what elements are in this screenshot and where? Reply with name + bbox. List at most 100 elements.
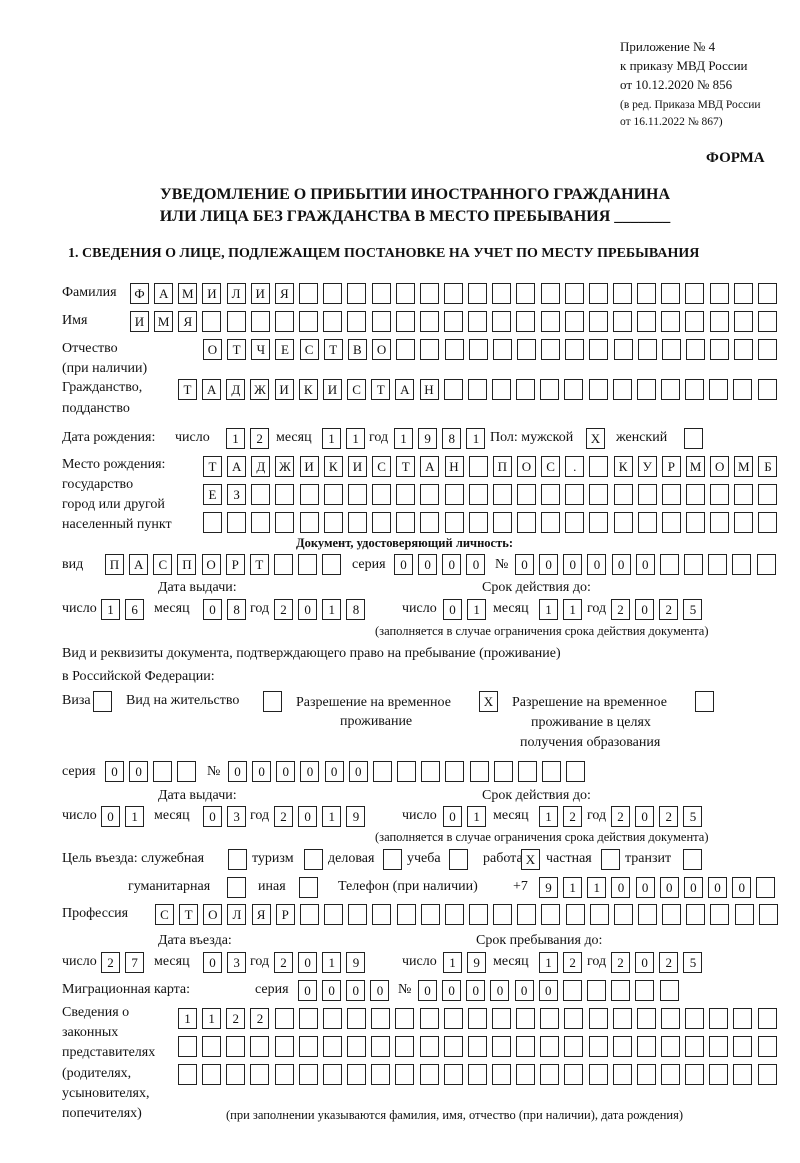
name-cell[interactable]: [202, 311, 222, 332]
reps-2-cell[interactable]: [371, 1036, 391, 1057]
name-cell[interactable]: [637, 311, 657, 332]
profession-cell[interactable]: Т: [179, 904, 199, 925]
purpose-tourism-checkbox[interactable]: [304, 849, 323, 870]
reps-3-cell[interactable]: [347, 1064, 367, 1085]
profession-cell[interactable]: [638, 904, 657, 925]
birthplace-3-cell[interactable]: [420, 512, 440, 533]
birthplace-3-cell[interactable]: [444, 512, 464, 533]
stay-year-cell[interactable]: 0: [635, 952, 655, 973]
citizenship-cell[interactable]: [491, 379, 511, 400]
profession-cell[interactable]: С: [155, 904, 174, 925]
patronymic-cell[interactable]: [420, 339, 440, 360]
patronymic-cell[interactable]: [758, 339, 778, 360]
purpose-business-checkbox[interactable]: [383, 849, 402, 870]
citizenship-cell[interactable]: И: [322, 379, 342, 400]
doc-issue-year-cell[interactable]: 0: [298, 599, 318, 620]
citizenship-cell[interactable]: [709, 379, 729, 400]
reps-3-cell[interactable]: [274, 1064, 294, 1085]
patronymic-cell[interactable]: [541, 339, 561, 360]
surname-cell[interactable]: И: [202, 283, 222, 304]
patronymic-cell[interactable]: [516, 339, 536, 360]
patronymic-cell[interactable]: [565, 339, 585, 360]
birthplace-2-cell[interactable]: [613, 484, 633, 505]
profession-cell[interactable]: [589, 904, 609, 925]
reps-3-cell[interactable]: [588, 1064, 608, 1085]
reps-2-cell[interactable]: [733, 1036, 753, 1057]
name-cell[interactable]: [443, 311, 463, 332]
profession-cell[interactable]: [710, 904, 730, 925]
name-cell[interactable]: [709, 311, 729, 332]
birthplace-3-cell[interactable]: [347, 512, 367, 533]
reps-2-cell[interactable]: [709, 1036, 729, 1057]
birthplace-2-cell[interactable]: [347, 484, 367, 505]
mig-series-cell[interactable]: 0: [298, 980, 317, 1001]
reps-2-cell[interactable]: [540, 1036, 560, 1057]
doc-issue-month-cell[interactable]: 8: [227, 599, 247, 620]
profession-cell[interactable]: [299, 904, 319, 925]
reps-3-cell[interactable]: [661, 1064, 680, 1085]
birthplace-3-cell[interactable]: [589, 512, 609, 533]
name-cell[interactable]: [226, 311, 246, 332]
entry-month-cell[interactable]: 0: [203, 952, 222, 973]
reps-2-cell[interactable]: [467, 1036, 487, 1057]
reps-1-cell[interactable]: [467, 1008, 487, 1029]
patronymic-cell[interactable]: [396, 339, 416, 360]
birthplace-2-cell[interactable]: [372, 484, 392, 505]
reps-3-cell[interactable]: [491, 1064, 511, 1085]
doc-issue-month-cell[interactable]: 0: [203, 599, 222, 620]
reps-1-cell[interactable]: [733, 1008, 753, 1029]
name-cell[interactable]: [661, 311, 681, 332]
birthplace-1-cell[interactable]: И: [299, 456, 319, 477]
doc-valid-year-cell[interactable]: 5: [683, 599, 703, 620]
doc-type-cell[interactable]: С: [153, 554, 173, 575]
profession-cell[interactable]: Я: [251, 904, 271, 925]
reps-1-cell[interactable]: [757, 1008, 777, 1029]
permit-series-cell[interactable]: [153, 761, 173, 782]
birthplace-3-cell[interactable]: [758, 512, 778, 533]
patronymic-cell[interactable]: Т: [323, 339, 343, 360]
purpose-private-checkbox[interactable]: [601, 849, 620, 870]
citizenship-cell[interactable]: [661, 379, 680, 400]
reps-1-cell[interactable]: [540, 1008, 560, 1029]
reps-3-cell[interactable]: [709, 1064, 729, 1085]
reps-2-cell[interactable]: [226, 1036, 246, 1057]
doc-type-cell[interactable]: [274, 554, 294, 575]
stay-month-cell[interactable]: 1: [539, 952, 558, 973]
reps-3-cell[interactable]: [202, 1064, 222, 1085]
reps-1-cell[interactable]: [443, 1008, 463, 1029]
birthplace-2-cell[interactable]: З: [227, 484, 247, 505]
permit-temp-edu-checkbox[interactable]: [695, 691, 714, 712]
reps-2-cell[interactable]: [564, 1036, 584, 1057]
reps-3-cell[interactable]: [178, 1064, 197, 1085]
permit-number-cell[interactable]: [421, 761, 441, 782]
birthplace-3-cell[interactable]: [227, 512, 247, 533]
birthplace-3-cell[interactable]: [637, 512, 657, 533]
profession-cell[interactable]: [517, 904, 537, 925]
mig-series-cell[interactable]: 0: [346, 980, 366, 1001]
birthplace-1-cell[interactable]: Т: [203, 456, 222, 477]
name-cell[interactable]: М: [154, 311, 174, 332]
name-cell[interactable]: [613, 311, 632, 332]
doc-number-cell[interactable]: [708, 554, 728, 575]
reps-2-cell[interactable]: [636, 1036, 656, 1057]
permit-valid-day-cell[interactable]: 0: [443, 806, 462, 827]
birthplace-3-cell[interactable]: [203, 512, 222, 533]
mig-number-cell[interactable]: 0: [466, 980, 486, 1001]
birthplace-2-cell[interactable]: [420, 484, 440, 505]
birthplace-3-cell[interactable]: [492, 512, 512, 533]
surname-cell[interactable]: [371, 283, 391, 304]
reps-2-cell[interactable]: [516, 1036, 536, 1057]
doc-issue-day-cell[interactable]: 6: [125, 599, 145, 620]
doc-valid-year-cell[interactable]: 2: [611, 599, 630, 620]
permit-valid-day-cell[interactable]: 1: [467, 806, 487, 827]
stay-year-cell[interactable]: 2: [659, 952, 679, 973]
birthplace-3-cell[interactable]: [323, 512, 343, 533]
profession-cell[interactable]: Л: [227, 904, 247, 925]
permit-number-cell[interactable]: 0: [324, 761, 344, 782]
reps-2-cell[interactable]: [347, 1036, 367, 1057]
surname-cell[interactable]: [564, 283, 584, 304]
doc-issue-year-cell[interactable]: 2: [274, 599, 293, 620]
reps-3-cell[interactable]: [226, 1064, 246, 1085]
reps-3-cell[interactable]: [540, 1064, 560, 1085]
reps-3-cell[interactable]: [467, 1064, 487, 1085]
